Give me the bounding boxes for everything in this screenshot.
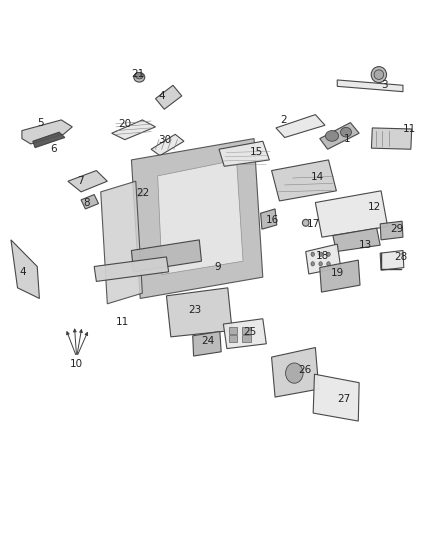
Polygon shape (337, 80, 403, 92)
Polygon shape (22, 120, 72, 144)
Text: 8: 8 (83, 198, 90, 207)
Polygon shape (81, 195, 99, 209)
Text: 11: 11 (116, 318, 129, 327)
Bar (229, 327, 237, 334)
Polygon shape (131, 240, 201, 272)
Polygon shape (371, 128, 412, 149)
Text: 4: 4 (20, 267, 26, 277)
Polygon shape (223, 319, 266, 349)
Polygon shape (166, 288, 232, 337)
Ellipse shape (136, 189, 143, 197)
Ellipse shape (134, 72, 145, 82)
Ellipse shape (374, 70, 384, 79)
Text: 10: 10 (70, 359, 83, 368)
Polygon shape (151, 134, 184, 156)
Ellipse shape (319, 252, 322, 256)
Text: 30: 30 (158, 135, 171, 144)
Polygon shape (315, 191, 388, 237)
Text: 17: 17 (307, 219, 320, 229)
Ellipse shape (327, 252, 330, 256)
Text: 16: 16 (266, 215, 279, 224)
Text: 21: 21 (131, 69, 145, 78)
Text: 20: 20 (118, 119, 131, 128)
Text: 28: 28 (394, 252, 407, 262)
Text: 12: 12 (368, 202, 381, 212)
Ellipse shape (325, 131, 339, 141)
Polygon shape (101, 181, 142, 304)
Ellipse shape (319, 262, 322, 266)
Ellipse shape (135, 72, 143, 79)
Text: 19: 19 (331, 268, 344, 278)
Polygon shape (380, 221, 403, 240)
Polygon shape (193, 332, 221, 356)
Polygon shape (272, 348, 319, 397)
Text: 13: 13 (359, 240, 372, 250)
Polygon shape (33, 132, 65, 148)
Text: 3: 3 (381, 80, 388, 90)
Text: 29: 29 (390, 224, 403, 234)
Text: 24: 24 (201, 336, 215, 346)
Text: 1: 1 (344, 134, 350, 143)
Ellipse shape (311, 262, 314, 266)
Text: 15: 15 (250, 147, 263, 157)
Ellipse shape (341, 127, 352, 137)
Ellipse shape (302, 220, 309, 227)
Polygon shape (320, 123, 359, 149)
Polygon shape (131, 139, 263, 298)
Polygon shape (261, 209, 277, 229)
Text: 22: 22 (136, 188, 149, 198)
Bar (242, 335, 251, 342)
Polygon shape (306, 244, 341, 274)
Polygon shape (94, 257, 169, 281)
Text: 14: 14 (311, 172, 324, 182)
Ellipse shape (327, 262, 330, 266)
Text: 11: 11 (403, 124, 416, 134)
Polygon shape (68, 171, 107, 192)
Text: 23: 23 (188, 305, 201, 315)
Polygon shape (276, 115, 325, 138)
Polygon shape (219, 141, 269, 166)
Polygon shape (11, 240, 39, 298)
Text: 4: 4 (159, 91, 166, 101)
Text: 25: 25 (243, 327, 256, 336)
Text: 27: 27 (337, 394, 350, 403)
Text: 2: 2 (280, 115, 287, 125)
Text: 9: 9 (215, 262, 221, 271)
Text: 18: 18 (315, 251, 328, 261)
Ellipse shape (371, 67, 387, 83)
Polygon shape (272, 160, 336, 201)
Bar (229, 335, 237, 342)
Text: 7: 7 (77, 176, 83, 186)
Polygon shape (380, 251, 404, 270)
Text: 5: 5 (37, 118, 44, 127)
Polygon shape (112, 120, 155, 140)
Polygon shape (320, 260, 360, 292)
Bar (242, 327, 251, 334)
Polygon shape (155, 85, 182, 109)
Ellipse shape (311, 252, 314, 256)
Text: 6: 6 (50, 144, 57, 154)
Ellipse shape (286, 363, 303, 383)
Text: 26: 26 (298, 366, 311, 375)
Polygon shape (313, 374, 359, 421)
Polygon shape (333, 228, 380, 252)
Polygon shape (158, 160, 243, 274)
